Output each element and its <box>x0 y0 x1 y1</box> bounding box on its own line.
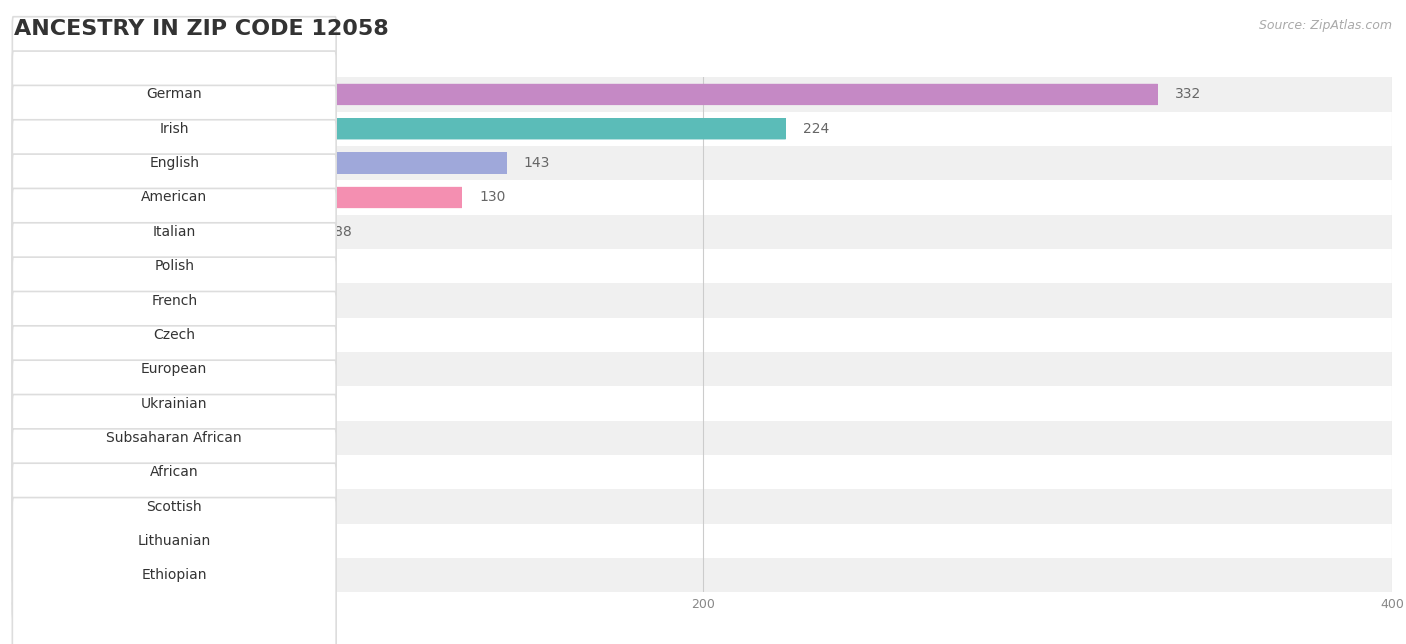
FancyBboxPatch shape <box>13 292 336 447</box>
Bar <box>14 359 121 380</box>
FancyBboxPatch shape <box>28 290 204 311</box>
FancyBboxPatch shape <box>28 393 118 414</box>
FancyBboxPatch shape <box>28 187 463 208</box>
Bar <box>14 118 786 140</box>
FancyBboxPatch shape <box>28 324 145 346</box>
Text: 15: 15 <box>83 465 101 479</box>
Text: ANCESTRY IN ZIP CODE 12058: ANCESTRY IN ZIP CODE 12058 <box>14 19 389 39</box>
FancyBboxPatch shape <box>13 463 336 619</box>
FancyBboxPatch shape <box>28 153 506 174</box>
Bar <box>14 496 55 517</box>
Text: Ukrainian: Ukrainian <box>141 397 208 411</box>
Text: 30: 30 <box>135 397 152 411</box>
FancyBboxPatch shape <box>28 359 121 380</box>
Text: Subsaharan African: Subsaharan African <box>107 431 242 445</box>
Text: French: French <box>152 294 197 308</box>
Text: Scottish: Scottish <box>146 500 202 514</box>
Bar <box>14 427 76 449</box>
FancyBboxPatch shape <box>14 455 1392 489</box>
Bar <box>14 256 245 277</box>
FancyBboxPatch shape <box>13 395 336 550</box>
Text: Lithuanian: Lithuanian <box>138 534 211 548</box>
Text: 88: 88 <box>335 225 352 239</box>
FancyBboxPatch shape <box>14 214 1392 249</box>
Text: African: African <box>150 465 198 479</box>
FancyBboxPatch shape <box>28 118 786 140</box>
FancyBboxPatch shape <box>14 489 1392 524</box>
FancyBboxPatch shape <box>13 17 336 172</box>
Bar <box>14 565 24 586</box>
Text: 18: 18 <box>93 431 111 445</box>
FancyBboxPatch shape <box>13 51 336 207</box>
FancyBboxPatch shape <box>13 154 336 310</box>
FancyBboxPatch shape <box>14 558 1392 592</box>
FancyBboxPatch shape <box>14 317 1392 352</box>
FancyBboxPatch shape <box>13 189 336 344</box>
Text: Czech: Czech <box>153 328 195 342</box>
FancyBboxPatch shape <box>13 120 336 275</box>
FancyBboxPatch shape <box>28 221 318 243</box>
FancyBboxPatch shape <box>14 524 1392 558</box>
FancyBboxPatch shape <box>14 249 1392 283</box>
Text: Source: ZipAtlas.com: Source: ZipAtlas.com <box>1258 19 1392 32</box>
Text: 55: 55 <box>221 294 238 308</box>
FancyBboxPatch shape <box>14 77 1392 111</box>
FancyBboxPatch shape <box>14 386 1392 421</box>
Bar <box>14 462 66 483</box>
Bar <box>14 324 145 346</box>
Text: Irish: Irish <box>159 122 188 136</box>
Text: 10: 10 <box>66 534 83 548</box>
Text: German: German <box>146 88 202 102</box>
FancyBboxPatch shape <box>14 352 1392 386</box>
Text: 224: 224 <box>803 122 830 136</box>
Text: 143: 143 <box>524 156 550 170</box>
FancyBboxPatch shape <box>14 421 1392 455</box>
Bar <box>14 393 118 414</box>
FancyBboxPatch shape <box>28 496 55 517</box>
Text: 332: 332 <box>1175 88 1201 102</box>
FancyBboxPatch shape <box>13 223 336 378</box>
Text: 130: 130 <box>479 191 506 205</box>
FancyBboxPatch shape <box>13 86 336 241</box>
Text: Polish: Polish <box>155 259 194 273</box>
Text: 67: 67 <box>262 259 280 273</box>
FancyBboxPatch shape <box>14 283 1392 317</box>
FancyBboxPatch shape <box>13 360 336 516</box>
FancyBboxPatch shape <box>13 498 336 644</box>
Text: American: American <box>141 191 207 205</box>
FancyBboxPatch shape <box>13 257 336 413</box>
FancyBboxPatch shape <box>13 326 336 481</box>
FancyBboxPatch shape <box>14 180 1392 214</box>
FancyBboxPatch shape <box>28 84 1157 105</box>
Text: 38: 38 <box>162 328 180 342</box>
Text: 12: 12 <box>73 500 90 514</box>
FancyBboxPatch shape <box>28 256 245 277</box>
FancyBboxPatch shape <box>28 530 48 552</box>
FancyBboxPatch shape <box>14 146 1392 180</box>
Bar <box>14 153 506 174</box>
FancyBboxPatch shape <box>13 429 336 584</box>
Bar <box>14 187 463 208</box>
Text: 31: 31 <box>138 362 156 376</box>
Bar <box>14 290 204 311</box>
Text: English: English <box>149 156 200 170</box>
Bar <box>14 530 48 552</box>
Text: Ethiopian: Ethiopian <box>142 568 207 582</box>
Text: European: European <box>141 362 207 376</box>
FancyBboxPatch shape <box>28 462 66 483</box>
Bar <box>14 84 1157 105</box>
Text: Italian: Italian <box>153 225 195 239</box>
FancyBboxPatch shape <box>28 427 76 449</box>
Bar <box>14 221 318 243</box>
FancyBboxPatch shape <box>14 111 1392 146</box>
Text: 3: 3 <box>42 568 51 582</box>
